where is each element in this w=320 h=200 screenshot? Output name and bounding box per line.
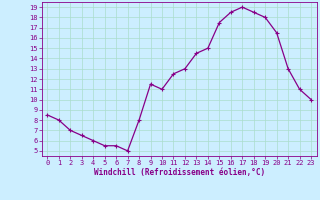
X-axis label: Windchill (Refroidissement éolien,°C): Windchill (Refroidissement éolien,°C): [94, 168, 265, 177]
